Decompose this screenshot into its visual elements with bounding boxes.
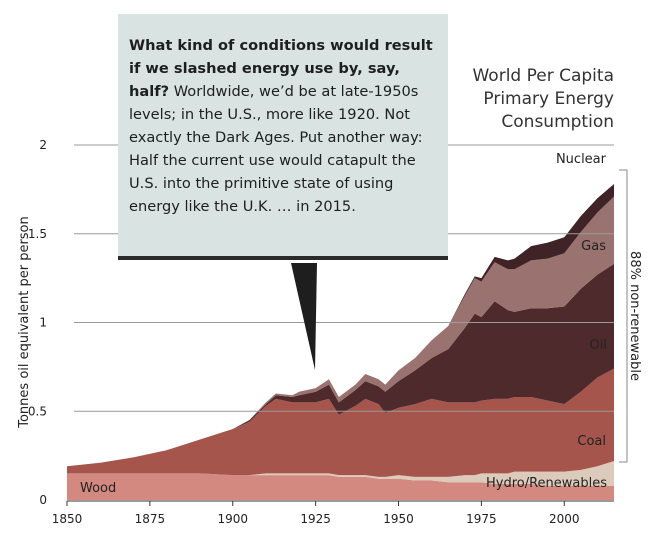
y-tick-label-1: 1 <box>39 316 47 330</box>
chart-title-line-3: Consumption <box>501 112 614 132</box>
callout-pointer <box>291 263 317 370</box>
non-renewable-bracket <box>619 169 628 463</box>
x-tick-label-1925: 1925 <box>300 512 331 526</box>
series-label-hydro-renewables: Hydro/Renewables <box>486 476 607 491</box>
x-tick-label-1875: 1875 <box>135 512 166 526</box>
y-tick-label-2: 2 <box>39 138 47 152</box>
x-tick-label-1900: 1900 <box>217 512 248 526</box>
chart-title-line-1: World Per Capita <box>472 66 614 86</box>
y-tick-label-1.5: 1.5 <box>28 227 47 241</box>
chart-title-line-2: Primary Energy <box>483 89 614 109</box>
x-tick-label-1850: 1850 <box>52 512 83 526</box>
series-label-coal: Coal <box>577 434 606 449</box>
quote-callout: What kind of conditions would result if … <box>118 14 448 260</box>
series-label-oil: Oil <box>590 338 607 353</box>
series-label-nuclear: Nuclear <box>556 152 607 167</box>
callout-body: Worldwide, we’d be at late-1950s levels;… <box>129 83 423 215</box>
non-renewable-annotation: 88% non-renewable <box>627 251 642 381</box>
series-area-coal <box>67 368 614 477</box>
y-axis-label: Tonnes oil equivalent per person <box>17 216 32 429</box>
callout-question: What kind of conditions would result if … <box>129 37 433 100</box>
series-label-wood: Wood <box>80 481 116 496</box>
x-tick-label-1950: 1950 <box>383 512 414 526</box>
y-tick-label-0: 0 <box>39 493 47 507</box>
series-area-hydro-renewables <box>67 460 614 486</box>
x-tick-label-2000: 2000 <box>549 512 580 526</box>
series-area-oil <box>67 263 614 467</box>
x-tick-label-1975: 1975 <box>466 512 497 526</box>
y-tick-label-0.5: 0.5 <box>28 404 47 418</box>
series-area-wood <box>67 473 614 500</box>
series-label-gas: Gas <box>581 239 606 254</box>
